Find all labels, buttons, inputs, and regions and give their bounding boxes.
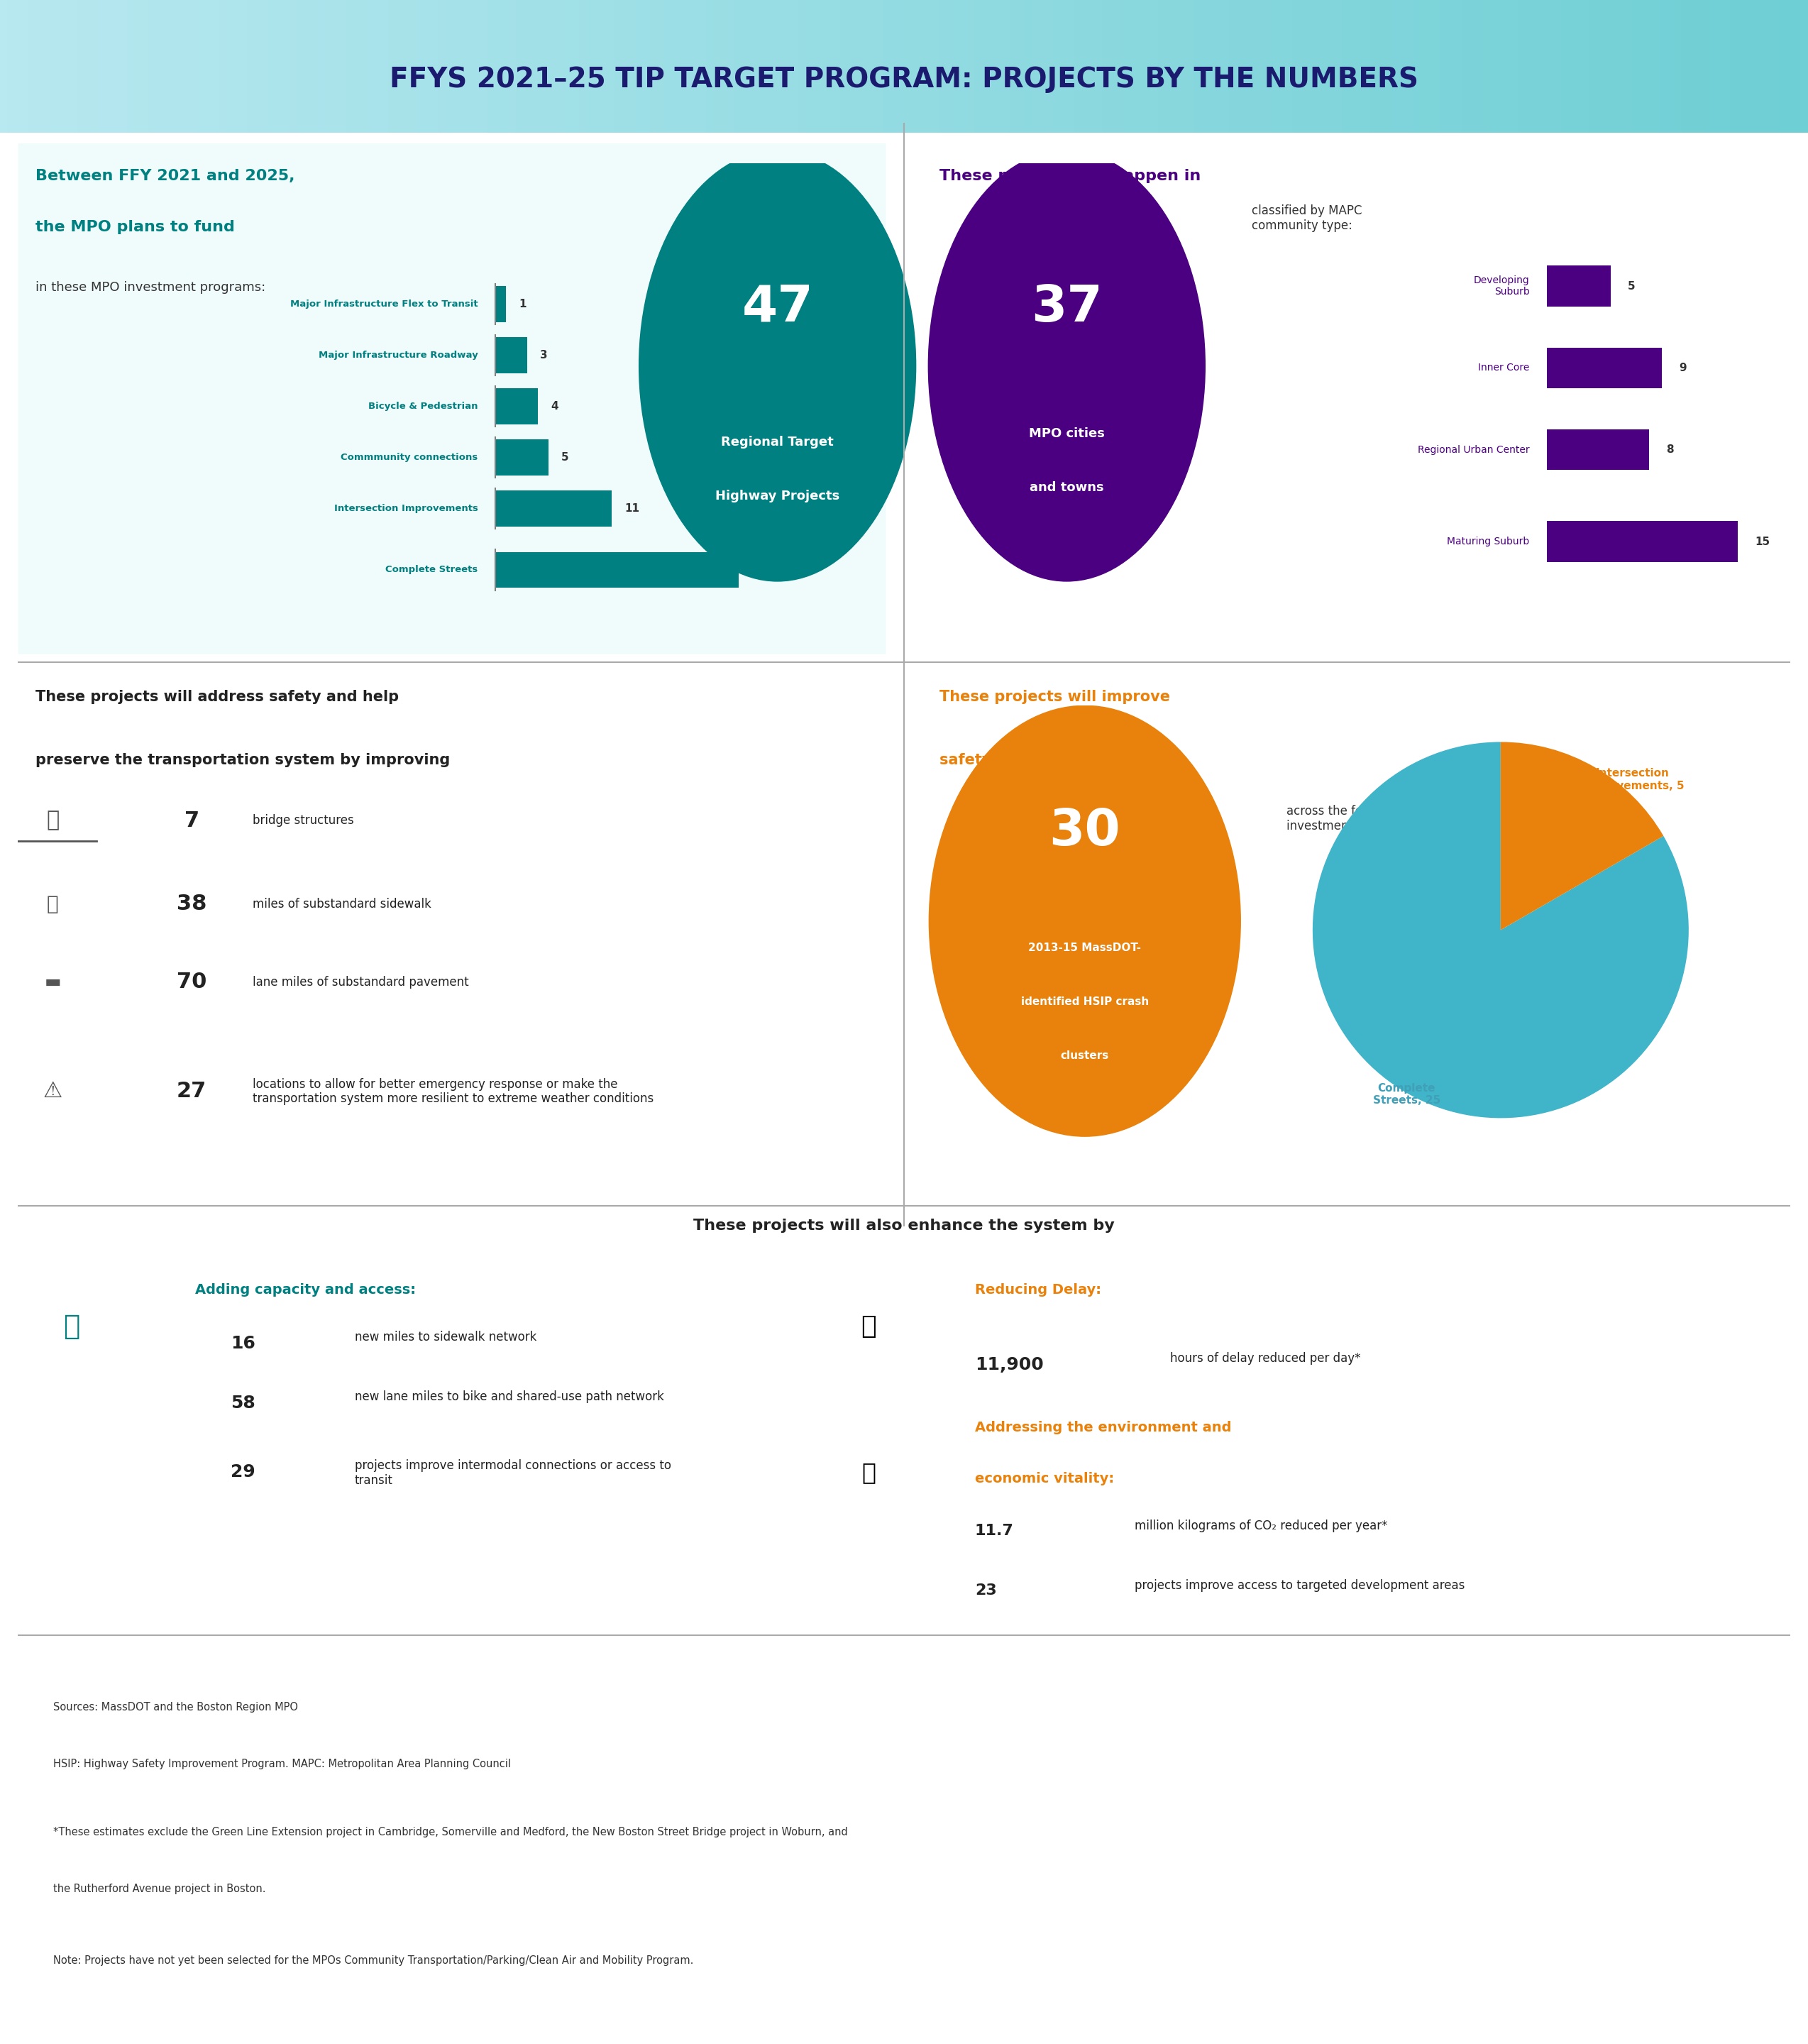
Text: *These estimates exclude the Green Line Extension project in Cambridge, Somervil: *These estimates exclude the Green Line … [54,1827,848,1838]
Text: 23: 23 [752,564,767,574]
Text: new miles to sidewalk network: new miles to sidewalk network [354,1331,537,1343]
Text: economic vitality:: economic vitality: [975,1472,1114,1486]
Text: and towns: and towns [1029,480,1105,495]
Text: Bicycle & Pedestrian: Bicycle & Pedestrian [369,401,477,411]
Text: Adding capacity and access:: Adding capacity and access: [195,1284,416,1296]
Text: 3: 3 [541,350,548,360]
Text: 🕐: 🕐 [861,1314,877,1339]
Text: projects improve access to targeted development areas: projects improve access to targeted deve… [1134,1580,1464,1592]
Text: Between FFY 2021 and 2025,: Between FFY 2021 and 2025, [36,168,295,182]
Text: These projects will happen in: These projects will happen in [940,168,1201,182]
Text: ▬: ▬ [45,973,61,991]
Text: 8: 8 [1667,444,1674,456]
Text: ⌢: ⌢ [47,809,60,830]
Bar [495,491,611,525]
Text: 9: 9 [1680,362,1687,374]
Text: Reducing Delay:: Reducing Delay: [975,1284,1101,1296]
FancyBboxPatch shape [18,143,886,654]
Text: 🚶: 🚶 [63,1312,80,1339]
Wedge shape [1501,742,1663,930]
Text: million kilograms of CO₂ reduced per year*: million kilograms of CO₂ reduced per yea… [1134,1519,1387,1533]
Bar [495,552,738,589]
Bar [495,286,506,321]
Text: Intersection
Improvements, 5: Intersection Improvements, 5 [1580,769,1683,791]
Text: 58: 58 [231,1394,255,1412]
Text: Developing
Suburb: Developing Suburb [1474,276,1530,296]
Circle shape [928,149,1206,583]
Text: Complete Streets: Complete Streets [385,564,477,574]
Text: These projects will also enhance the system by: These projects will also enhance the sys… [692,1218,1116,1233]
Text: 11,900: 11,900 [975,1357,1043,1374]
Text: 29: 29 [231,1464,255,1480]
Text: 11.7: 11.7 [975,1523,1014,1537]
Text: Sources: MassDOT and the Boston Region MPO: Sources: MassDOT and the Boston Region M… [54,1703,298,1713]
Text: Complete
Streets, 25: Complete Streets, 25 [1372,1083,1441,1106]
Text: hours of delay reduced per day*: hours of delay reduced per day* [1170,1351,1360,1365]
Circle shape [929,705,1240,1136]
Text: across the following
investment programs:: across the following investment programs… [1287,805,1417,832]
Text: 15: 15 [1756,536,1770,548]
Text: Inner Core: Inner Core [1479,364,1530,372]
Bar [1548,429,1649,470]
Text: 37: 37 [1031,282,1103,331]
Text: Note: Projects have not yet been selected for the MPOs Community Transportation/: Note: Projects have not yet been selecte… [54,1956,694,1966]
Text: FFYS 2021–25 TIP TARGET PROGRAM: PROJECTS BY THE NUMBERS: FFYS 2021–25 TIP TARGET PROGRAM: PROJECT… [389,65,1419,94]
Text: identified HSIP crash: identified HSIP crash [1022,997,1148,1008]
Wedge shape [1313,742,1689,1118]
Text: 5: 5 [1627,280,1636,292]
Text: the Rutherford Avenue project in Boston.: the Rutherford Avenue project in Boston. [54,1885,266,1895]
Circle shape [638,149,917,583]
Text: Regional Target: Regional Target [721,435,833,450]
Text: Highway Projects: Highway Projects [716,491,839,503]
Text: 47: 47 [741,282,814,331]
Text: bridge structures: bridge structures [253,814,354,828]
Text: clusters: clusters [1061,1051,1108,1061]
Text: locations to allow for better emergency response or make the
transportation syst: locations to allow for better emergency … [253,1077,653,1106]
Text: 🚶: 🚶 [47,893,58,914]
Text: 🍃: 🍃 [861,1459,875,1484]
Bar [495,439,548,474]
Text: 7: 7 [184,809,199,830]
Bar [1548,347,1662,388]
Bar [1548,521,1737,562]
Text: These projects will address safety and help: These projects will address safety and h… [36,691,400,705]
Text: 27: 27 [177,1081,206,1102]
Text: classified by MAPC
community type:: classified by MAPC community type: [1251,204,1361,231]
Bar [495,337,528,372]
Text: lane miles of substandard pavement: lane miles of substandard pavement [253,975,468,989]
Text: These projects will improve: These projects will improve [940,691,1170,705]
Text: 11: 11 [624,503,640,513]
Text: Regional Urban Center: Regional Urban Center [1417,446,1530,454]
Text: 2013-15 MassDOT-: 2013-15 MassDOT- [1029,942,1141,953]
Text: Maturing Suburb: Maturing Suburb [1446,538,1530,546]
Text: Intersection Improvements: Intersection Improvements [334,503,477,513]
Text: Commmunity connections: Commmunity connections [342,452,477,462]
Text: the MPO plans to fund: the MPO plans to fund [36,219,235,233]
Text: ⚠: ⚠ [43,1081,63,1102]
Text: Addressing the environment and: Addressing the environment and [975,1421,1231,1435]
Text: 30: 30 [1049,807,1121,856]
Text: 23: 23 [975,1584,996,1598]
Text: Major Infrastructure Roadway: Major Infrastructure Roadway [318,350,477,360]
Text: safety by addressing: safety by addressing [940,752,1114,766]
Text: in these MPO investment programs:: in these MPO investment programs: [36,280,266,294]
Text: HSIP: Highway Safety Improvement Program. MAPC: Metropolitan Area Planning Counc: HSIP: Highway Safety Improvement Program… [54,1758,512,1770]
Text: 70: 70 [177,971,206,991]
Bar [1548,266,1611,307]
Text: 16: 16 [231,1335,255,1351]
Text: miles of substandard sidewalk: miles of substandard sidewalk [253,897,430,910]
Text: 38: 38 [177,893,206,914]
Text: preserve the transportation system by improving: preserve the transportation system by im… [36,752,450,766]
Text: MPO cities: MPO cities [1029,427,1105,439]
Text: new lane miles to bike and shared-use path network: new lane miles to bike and shared-use pa… [354,1390,664,1404]
Text: projects improve intermodal connections or access to
transit: projects improve intermodal connections … [354,1459,671,1486]
Bar [495,388,537,423]
Text: 5: 5 [560,452,570,462]
Text: 4: 4 [551,401,559,411]
Text: 1: 1 [519,298,526,309]
Text: Major Infrastructure Flex to Transit: Major Infrastructure Flex to Transit [291,298,477,309]
